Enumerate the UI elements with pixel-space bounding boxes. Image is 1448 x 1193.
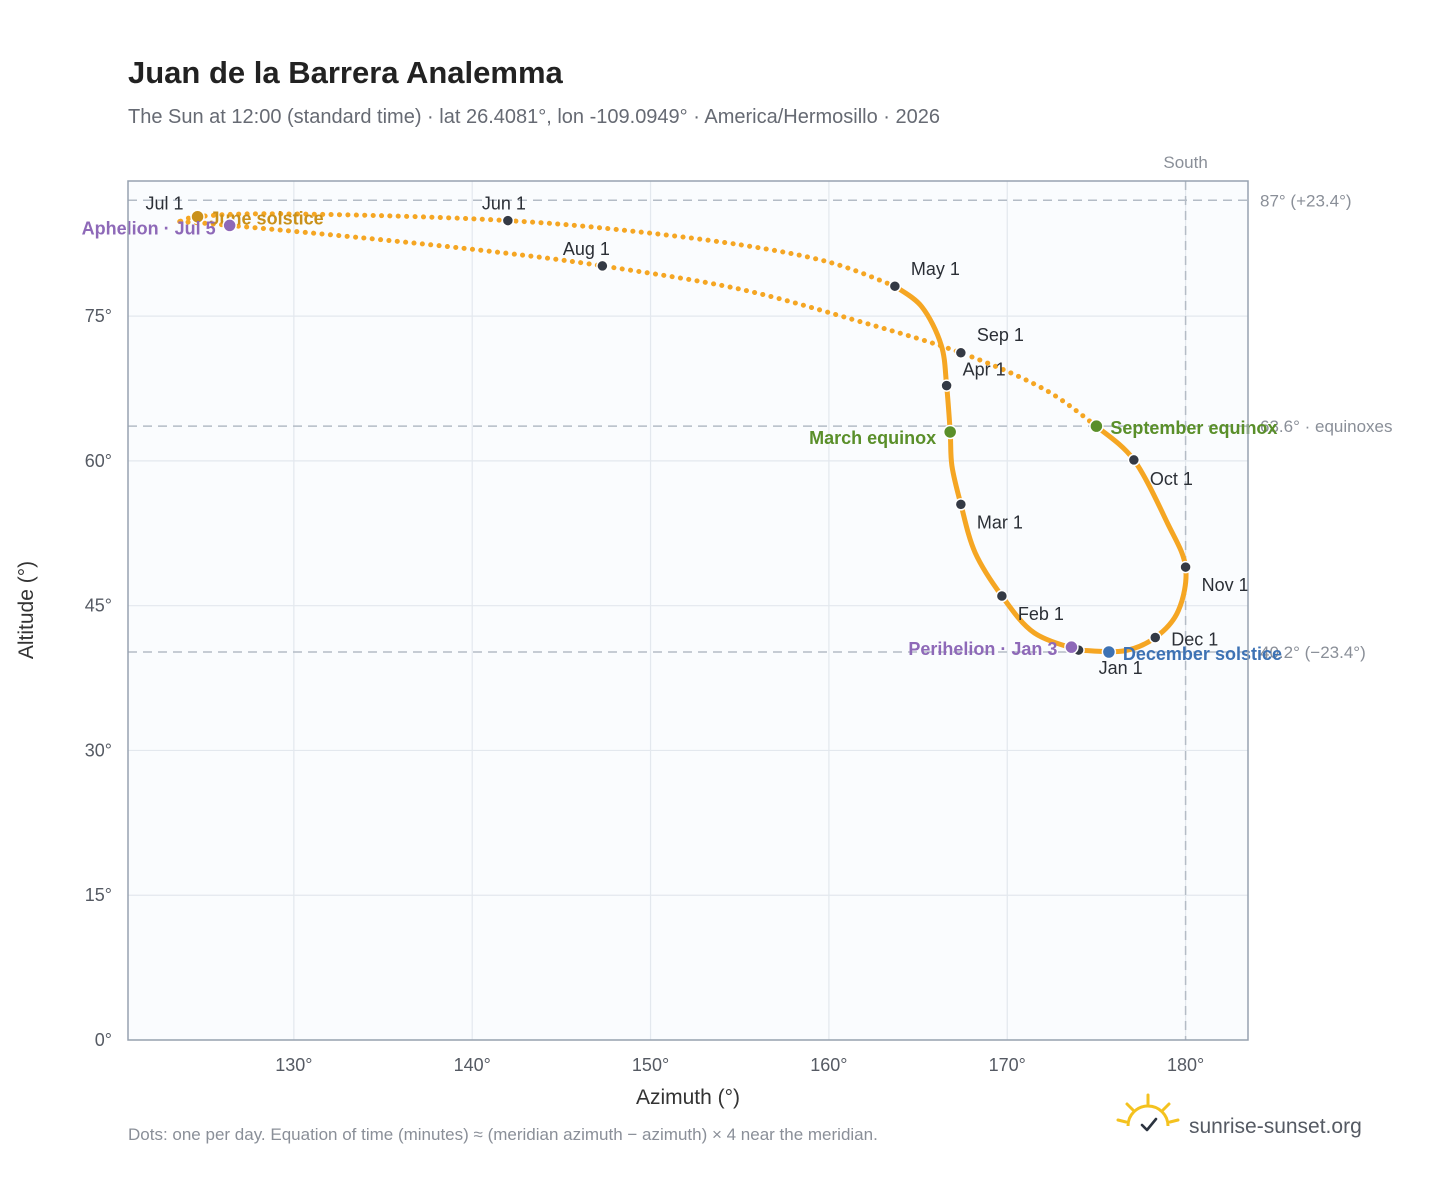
event-label: September equinox xyxy=(1110,418,1277,438)
y-tick-label: 15° xyxy=(85,885,112,905)
month-dot xyxy=(995,589,1009,603)
chart-title: Juan de la Barrera Analemma xyxy=(128,55,564,90)
footer-note: Dots: one per day. Equation of time (min… xyxy=(128,1125,878,1144)
event-label: June solstice xyxy=(210,209,324,229)
month-dot xyxy=(940,379,953,392)
event-label: Aphelion · Jul 5 xyxy=(82,218,216,238)
month-label: Jun 1 xyxy=(482,194,526,214)
brand-link[interactable]: sunrise-sunset.org xyxy=(1189,1115,1362,1138)
month-dot xyxy=(1149,631,1162,644)
reference-lines: 87° (+23.4°) 63.6° · equinoxes 40.2° (−23.… xyxy=(128,153,1393,1040)
event-dot xyxy=(1064,639,1079,655)
event-label: December solstice xyxy=(1123,644,1282,664)
month-label: Oct 1 xyxy=(1150,469,1193,489)
month-label: Nov 1 xyxy=(1202,575,1249,595)
y-tick-label: 45° xyxy=(85,596,112,616)
month-label: Jul 1 xyxy=(146,194,184,214)
x-tick-label: 140° xyxy=(454,1055,491,1075)
event-dot xyxy=(1089,418,1104,434)
month-label: Apr 1 xyxy=(963,360,1006,380)
y-tick-label: 75° xyxy=(85,306,112,326)
x-tick-label: 170° xyxy=(989,1055,1026,1075)
month-label: May 1 xyxy=(911,259,960,279)
month-dot xyxy=(1127,453,1141,467)
month-label: Sep 1 xyxy=(977,325,1024,345)
event-dot xyxy=(222,218,237,233)
chart-subtitle: The Sun at 12:00 (standard time) · lat 2… xyxy=(128,106,940,128)
y-axis-label: Altitude (°) xyxy=(15,561,38,659)
month-dot xyxy=(888,279,902,293)
y-tick-label: 60° xyxy=(85,451,112,471)
reference-line-label: 40.2° (−23.4°) xyxy=(1260,643,1366,662)
month-label: Aug 1 xyxy=(563,239,610,259)
analemma-segment-january-april xyxy=(892,283,1082,653)
x-tick-label: 160° xyxy=(810,1055,847,1075)
month-label: Jan 1 xyxy=(1099,658,1143,678)
sun-logo-icon xyxy=(1116,1093,1180,1132)
event-label: Perihelion · Jan 3 xyxy=(908,639,1057,659)
axis-ticks: 130° 140° 150° 160° 170° 180° 0° 15° 30° 45° 60° 75… xyxy=(85,306,1204,1075)
month-dot xyxy=(1179,560,1192,574)
month-markers: Jan 1 Feb 1 Mar 1 Apr 1 May 1 Jun 1 Jul 1 Aug 1… xyxy=(146,194,1249,678)
month-dot xyxy=(954,346,968,360)
reference-line-label: 63.6° · equinoxes xyxy=(1260,417,1393,436)
reference-line-label: 87° (+23.4°) xyxy=(1260,191,1352,210)
x-tick-label: 180° xyxy=(1167,1055,1204,1075)
x-tick-label: 150° xyxy=(632,1055,669,1075)
plot-frame xyxy=(127,180,1249,1041)
month-dot xyxy=(954,498,968,511)
y-tick-label: 0° xyxy=(95,1030,112,1050)
month-dot xyxy=(501,214,515,227)
month-label: Mar 1 xyxy=(977,512,1023,532)
south-label: South xyxy=(1163,153,1207,172)
event-dot xyxy=(1101,644,1117,660)
month-label: Feb 1 xyxy=(1018,604,1064,624)
y-tick-label: 30° xyxy=(85,740,112,760)
month-dot xyxy=(596,259,609,273)
event-label: March equinox xyxy=(809,428,936,448)
event-dot xyxy=(190,209,205,224)
plot-area xyxy=(128,181,1248,1040)
event-dot xyxy=(942,424,958,440)
month-label: Dec 1 xyxy=(1171,630,1218,650)
x-axis-label: Azimuth (°) xyxy=(636,1086,740,1109)
x-tick-label: 130° xyxy=(275,1055,312,1075)
analemma-segment-july-september xyxy=(177,219,1099,429)
brand-text: sunrise-sunset.org xyxy=(1189,1115,1362,1138)
